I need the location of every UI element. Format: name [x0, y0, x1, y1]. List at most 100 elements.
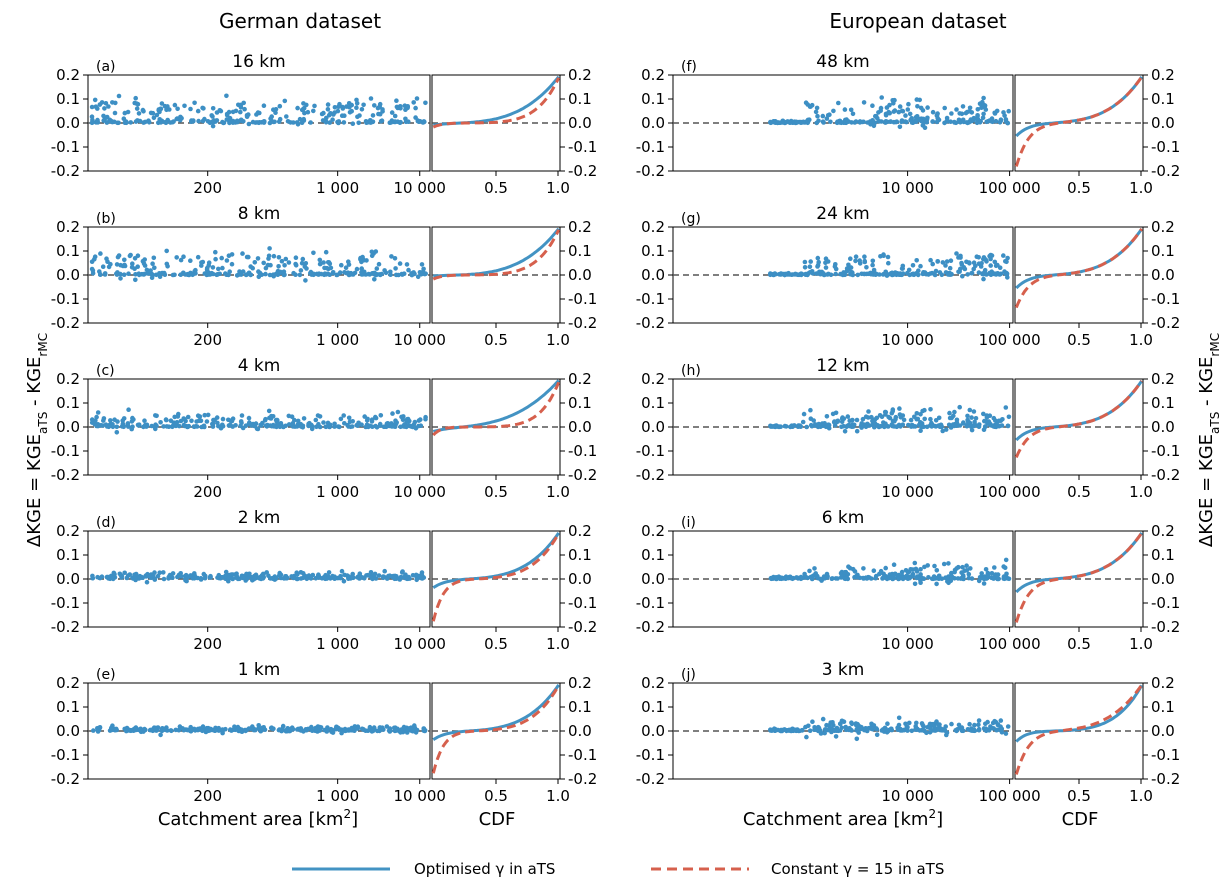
data-point — [273, 110, 278, 115]
data-point — [804, 734, 809, 740]
data-point — [971, 115, 977, 121]
data-point — [286, 413, 292, 419]
y-tick-label: -0.2 — [51, 314, 80, 332]
data-point — [298, 728, 304, 733]
data-point — [388, 728, 393, 734]
data-point — [880, 727, 886, 732]
data-point — [901, 417, 907, 423]
data-point — [164, 417, 169, 423]
data-point — [841, 423, 846, 429]
data-point — [304, 266, 309, 271]
data-point — [870, 119, 875, 124]
panel-letter: (f) — [681, 59, 697, 75]
data-point — [309, 724, 314, 730]
data-point — [317, 257, 323, 263]
data-point — [883, 565, 888, 571]
data-point — [246, 726, 252, 731]
data-point — [256, 269, 261, 274]
cdf-y-tick-label: 0.1 — [568, 394, 592, 412]
data-point — [900, 576, 906, 582]
data-point — [240, 251, 245, 256]
data-point — [407, 726, 412, 731]
data-point — [229, 261, 235, 267]
data-point — [167, 107, 172, 112]
data-point — [947, 410, 952, 416]
data-point — [866, 271, 871, 277]
data-point — [277, 727, 282, 732]
data-point — [113, 727, 118, 733]
data-point — [886, 414, 891, 420]
data-point — [948, 258, 954, 264]
data-point — [1005, 724, 1011, 729]
cdf-x-tick-label: 1.0 — [546, 331, 570, 349]
data-point — [259, 725, 265, 731]
data-point — [204, 419, 210, 424]
cdf-y-tick-label: -0.2 — [568, 770, 597, 788]
data-point — [877, 119, 882, 124]
cdf-optimised-line — [1015, 380, 1143, 442]
data-point — [292, 417, 297, 423]
data-point — [844, 423, 850, 429]
cdf-y-tick-label: -0.2 — [568, 314, 597, 332]
data-point — [976, 722, 981, 727]
data-point — [956, 722, 962, 728]
data-point — [892, 108, 898, 113]
data-point — [935, 722, 941, 727]
data-point — [114, 262, 120, 267]
data-point — [148, 268, 153, 273]
data-point — [154, 112, 160, 118]
data-point — [347, 105, 352, 110]
data-point — [380, 575, 386, 581]
data-point — [276, 421, 281, 427]
data-point — [238, 419, 244, 424]
data-point — [897, 406, 902, 411]
data-point — [253, 727, 258, 733]
data-point — [895, 725, 900, 730]
data-point — [964, 109, 970, 115]
data-point — [207, 728, 213, 733]
y-tick-label: -0.1 — [636, 746, 665, 764]
data-point — [936, 415, 942, 421]
data-point — [108, 261, 113, 267]
data-point — [814, 120, 819, 126]
data-point — [782, 423, 788, 429]
data-point — [859, 422, 864, 427]
data-point — [202, 412, 207, 418]
x-tick-label: 100 000 — [979, 331, 1041, 349]
data-point — [822, 727, 828, 732]
data-point — [971, 409, 977, 414]
data-point — [928, 416, 933, 422]
data-point — [993, 118, 999, 124]
x-axis-label-cdf-european: CDF — [1062, 809, 1099, 830]
y-tick-label: -0.1 — [51, 290, 80, 308]
data-point — [99, 100, 105, 105]
panel-title: 12 km — [816, 356, 869, 376]
data-point — [122, 262, 127, 268]
data-point — [255, 256, 261, 261]
cdf-constant-line — [1014, 380, 1143, 459]
data-point — [398, 119, 403, 125]
data-point — [175, 106, 180, 112]
data-point — [359, 266, 365, 271]
y-tick-label: 0.0 — [641, 266, 665, 284]
data-point — [969, 270, 974, 276]
legend: Optimised γ in aTS Constant γ = 15 in aT… — [292, 860, 944, 878]
data-point — [844, 266, 850, 271]
cdf-x-tick-label: 0.5 — [1067, 787, 1091, 805]
data-point — [964, 568, 970, 573]
cdf-y-tick-label: -0.2 — [1151, 162, 1180, 180]
data-point — [368, 96, 374, 101]
data-point — [226, 417, 231, 423]
data-point — [327, 424, 332, 430]
data-point — [238, 728, 244, 734]
data-point — [853, 119, 859, 124]
data-point — [305, 109, 311, 115]
data-point — [794, 575, 799, 580]
data-point — [355, 423, 360, 429]
data-point — [193, 271, 198, 276]
data-point — [956, 117, 962, 123]
data-point — [359, 270, 364, 275]
data-point — [182, 103, 187, 109]
data-point — [238, 102, 244, 108]
